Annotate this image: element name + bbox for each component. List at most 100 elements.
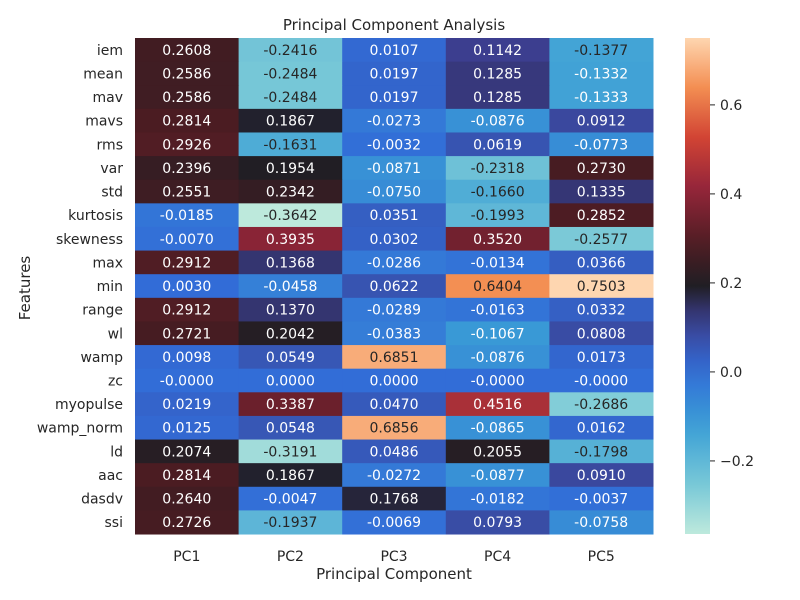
heatmap-cell [445,38,550,63]
cell-value-label: 0.2586 [162,66,211,82]
heatmap-cell [445,179,550,204]
cell-value-label: -0.0458 [263,279,317,295]
cell-value-label: -0.2318 [471,161,525,177]
heatmap-cell [549,108,654,133]
cell-value-label: 0.0162 [577,421,626,437]
heatmap-cell [342,61,447,86]
row-tick-label: mavs [85,114,123,130]
chart-title: Principal Component Analysis [283,16,506,34]
cell-value-label: -0.0182 [471,492,525,508]
heatmap-cell [549,132,654,157]
heatmap-cell [135,297,240,322]
cell-value-label: -0.0876 [471,114,525,130]
row-tick-label: wamp_norm [37,421,123,437]
heatmap-cell [342,108,447,133]
cell-value-label: 0.0173 [577,350,626,366]
cell-value-label: 0.0808 [577,326,626,342]
cell-value-label: -0.0272 [367,468,421,484]
heatmap-cell [135,345,240,370]
heatmap-cell [135,321,240,346]
heatmap-cell [238,486,343,511]
heatmap-cell [549,392,654,417]
column-tick-label: PC2 [277,549,304,565]
heatmap-cell [445,226,550,252]
cell-value-label: 0.2814 [162,114,211,130]
heatmap-cell [135,156,240,181]
cell-value-label: -0.0037 [574,492,628,508]
cell-value-label: 0.2726 [162,515,211,531]
cell-value-label: 0.6851 [370,350,419,366]
heatmap-cell [342,486,447,511]
column-tick-label: PC4 [484,549,511,565]
cell-value-label: 0.2055 [473,444,522,460]
colorbar-ticks: −0.2 0.0 0.2 0.4 0.6 [710,98,754,470]
cell-value-label: 0.1335 [577,185,626,201]
colorbar [685,38,710,534]
heatmap-cell [342,250,447,275]
heatmap-cell [445,392,550,417]
row-tick-label: max [92,255,123,271]
cell-value-label: 0.0197 [370,66,419,82]
row-tick-label: iem [97,43,123,59]
row-tick-label: var [100,161,123,177]
cell-value-label: -0.0000 [471,373,525,389]
heatmap-cell [549,439,654,464]
heatmap-cell [135,179,240,204]
cell-value-label: -0.0000 [160,373,214,389]
cell-value-label: -0.1631 [263,137,317,153]
heatmap-cell [342,179,447,204]
cell-value-label: 0.1370 [266,303,315,319]
row-tick-label: wl [108,326,123,342]
cell-value-label: 0.0030 [162,279,211,295]
heatmap-cell [238,61,343,86]
cell-value-label: 0.0622 [370,279,419,295]
heatmap-cell [238,38,343,63]
cell-value-label: 0.1142 [473,43,522,59]
heatmap-cell [445,156,550,181]
heatmap-cell [342,368,447,393]
cell-value-label: -0.0286 [367,255,421,271]
heatmap-cell [135,463,240,488]
cell-value-label: -0.0289 [367,303,421,319]
colorbar-tick-label: −0.2 [720,454,754,470]
row-tick-label: myopulse [55,397,123,413]
heatmap-cells: 0.2608 -0.2416 0.0107 0.1142 -0.1377 0.2586 -0… [135,38,654,535]
heatmap-cell [445,108,550,133]
cell-value-label: 0.7503 [577,279,626,295]
cell-value-label: 0.2814 [162,468,211,484]
cell-value-label: -0.2577 [574,232,628,248]
cell-value-label: -0.2416 [263,43,317,59]
heatmap-cell [445,250,550,275]
row-tick-label: skewness [56,232,123,248]
cell-value-label: -0.0032 [367,137,421,153]
cell-value-label: 0.4516 [473,397,522,413]
cell-value-label: -0.1798 [574,444,628,460]
cell-value-label: -0.1937 [263,515,317,531]
cell-value-label: 0.0000 [266,373,315,389]
heatmap-cell [445,203,550,228]
heatmap-cell [238,250,343,275]
heatmap-cell [238,297,343,322]
row-tick-label: ssi [105,515,123,531]
cell-value-label: -0.3642 [263,208,317,224]
heatmap-cell [445,274,550,299]
cell-value-label: 0.3387 [266,397,315,413]
cell-value-label: 0.6856 [370,421,419,437]
heatmap-cell [445,321,550,346]
row-tick-label: mav [92,90,123,106]
heatmap-cell [445,132,550,157]
cell-value-label: -0.1660 [471,185,525,201]
cell-value-label: 0.2396 [162,161,211,177]
heatmap-cell [342,510,447,535]
heatmap-cell [549,345,654,370]
heatmap-cell [238,179,343,204]
cell-value-label: 0.3520 [473,232,522,248]
heatmap-cell [342,392,447,417]
heatmap-cell [135,250,240,275]
heatmap-cell [238,203,343,228]
cell-value-label: 0.1368 [266,255,315,271]
row-tick-label: min [97,279,123,295]
cell-value-label: 0.2730 [577,161,626,177]
heatmap-cell [549,226,654,252]
cell-value-label: 0.0197 [370,90,419,106]
